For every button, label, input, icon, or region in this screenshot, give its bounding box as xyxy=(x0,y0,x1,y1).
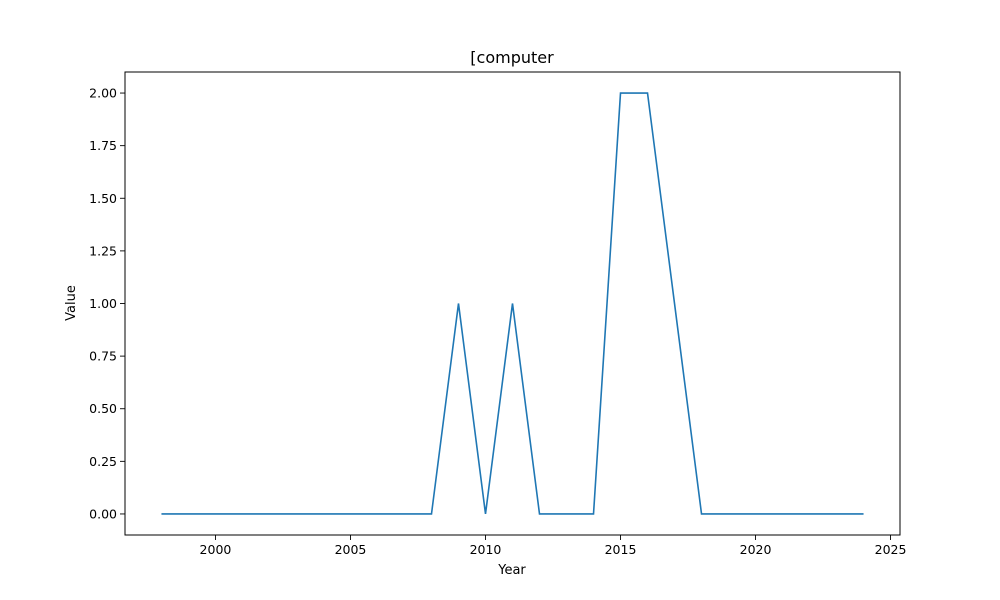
y-tick-label: 0.75 xyxy=(89,349,117,364)
x-tick-label: 2000 xyxy=(200,542,232,557)
y-tick-label: 1.25 xyxy=(89,243,117,258)
y-axis-label: Value xyxy=(64,285,79,321)
y-tick-label: 1.50 xyxy=(89,191,117,206)
x-tick-label: 2025 xyxy=(875,542,907,557)
plot-area xyxy=(161,92,864,515)
series-line-0 xyxy=(161,92,864,515)
x-tick-label: 2010 xyxy=(470,542,502,557)
x-axis-label: Year xyxy=(497,563,526,578)
y-axis: 0.00 0.25 0.50 0.75 1.00 1.25 1.50 1.75 2.00 xyxy=(89,86,125,521)
y-tick-label: 1.75 xyxy=(89,138,117,153)
x-tick-label: 2020 xyxy=(740,542,772,557)
y-tick-label: 2.00 xyxy=(89,86,117,101)
x-tick-label: 2005 xyxy=(335,542,367,557)
y-tick-label: 0.00 xyxy=(89,506,117,521)
y-tick-label: 0.50 xyxy=(89,401,117,416)
y-tick-label: 1.00 xyxy=(89,296,117,311)
x-axis: 2000 2005 2010 2015 2020 2025 xyxy=(200,535,907,557)
chart-title: [computer xyxy=(470,48,554,67)
y-tick-label: 0.25 xyxy=(89,454,117,469)
x-tick-label: 2015 xyxy=(605,542,637,557)
